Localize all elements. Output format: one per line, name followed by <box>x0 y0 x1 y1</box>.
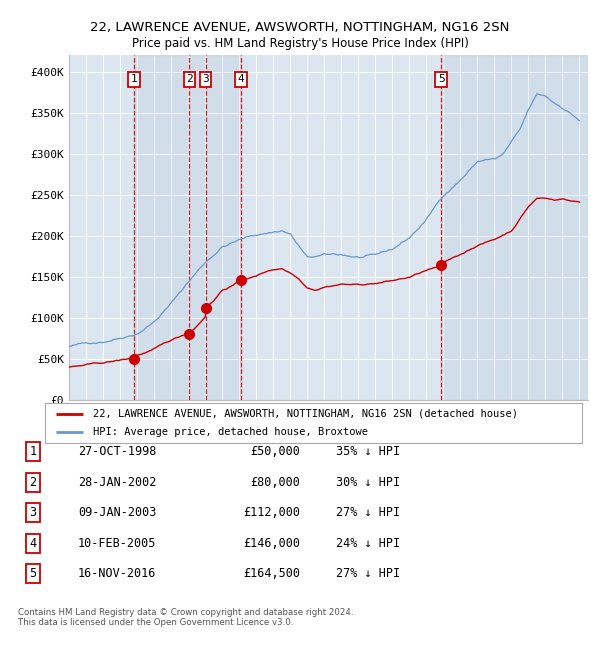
Text: £112,000: £112,000 <box>243 506 300 519</box>
Text: 35% ↓ HPI: 35% ↓ HPI <box>336 445 400 458</box>
Text: 1: 1 <box>29 445 37 458</box>
Text: 5: 5 <box>438 74 445 85</box>
Text: 24% ↓ HPI: 24% ↓ HPI <box>336 537 400 550</box>
Text: 27% ↓ HPI: 27% ↓ HPI <box>336 567 400 580</box>
Text: 10-FEB-2005: 10-FEB-2005 <box>78 537 157 550</box>
Text: HPI: Average price, detached house, Broxtowe: HPI: Average price, detached house, Brox… <box>94 428 368 437</box>
Text: 4: 4 <box>238 74 245 85</box>
Text: £146,000: £146,000 <box>243 537 300 550</box>
Text: 09-JAN-2003: 09-JAN-2003 <box>78 506 157 519</box>
Text: 30% ↓ HPI: 30% ↓ HPI <box>336 476 400 489</box>
Text: 22, LAWRENCE AVENUE, AWSWORTH, NOTTINGHAM, NG16 2SN (detached house): 22, LAWRENCE AVENUE, AWSWORTH, NOTTINGHA… <box>94 409 518 419</box>
Text: 5: 5 <box>29 567 37 580</box>
Text: 1: 1 <box>131 74 137 85</box>
Text: Price paid vs. HM Land Registry's House Price Index (HPI): Price paid vs. HM Land Registry's House … <box>131 37 469 50</box>
Bar <box>134 55 241 400</box>
Text: 27-OCT-1998: 27-OCT-1998 <box>78 445 157 458</box>
Bar <box>442 55 588 400</box>
Text: 22, LAWRENCE AVENUE, AWSWORTH, NOTTINGHAM, NG16 2SN: 22, LAWRENCE AVENUE, AWSWORTH, NOTTINGHA… <box>91 21 509 34</box>
Text: 3: 3 <box>29 506 37 519</box>
Text: 16-NOV-2016: 16-NOV-2016 <box>78 567 157 580</box>
Text: Contains HM Land Registry data © Crown copyright and database right 2024.
This d: Contains HM Land Registry data © Crown c… <box>18 608 353 627</box>
Text: 2: 2 <box>186 74 193 85</box>
Text: £80,000: £80,000 <box>250 476 300 489</box>
Text: £164,500: £164,500 <box>243 567 300 580</box>
Text: £50,000: £50,000 <box>250 445 300 458</box>
Text: 27% ↓ HPI: 27% ↓ HPI <box>336 506 400 519</box>
Text: 2: 2 <box>29 476 37 489</box>
Text: 28-JAN-2002: 28-JAN-2002 <box>78 476 157 489</box>
Text: 4: 4 <box>29 537 37 550</box>
Text: 3: 3 <box>202 74 209 85</box>
